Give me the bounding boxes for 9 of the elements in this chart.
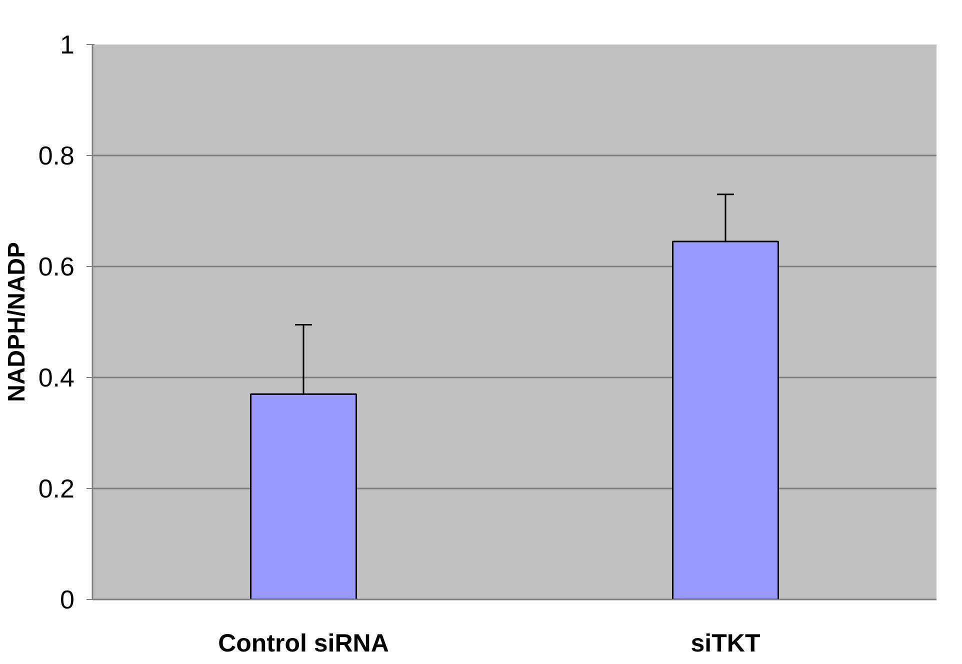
y-tick-label: 0 xyxy=(60,584,75,614)
y-tick-label: 1 xyxy=(60,30,75,60)
y-tick-label: 0.8 xyxy=(38,140,75,170)
x-tick-label: siTKT xyxy=(690,630,760,658)
y-tick-label: 0.2 xyxy=(38,474,75,504)
y-tick-label: 0.4 xyxy=(38,362,75,392)
x-tick-label: Control siRNA xyxy=(218,630,389,658)
y-tick-label: 0.6 xyxy=(38,252,75,282)
y-axis-title: NADPH/NADP xyxy=(3,242,30,402)
